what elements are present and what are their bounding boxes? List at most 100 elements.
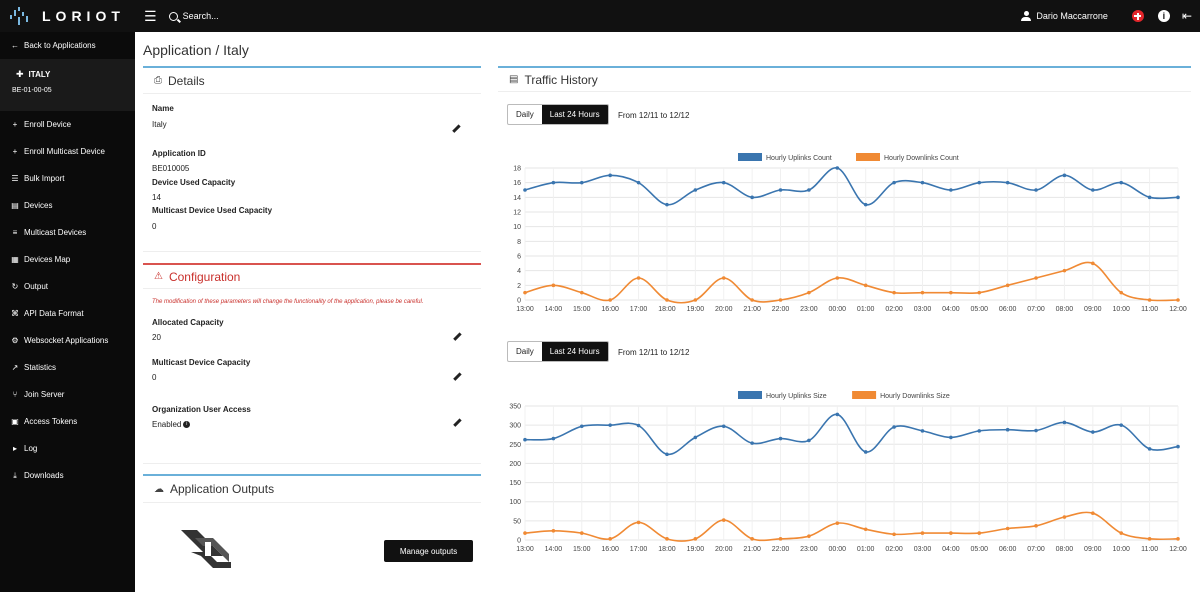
sidebar-item-log[interactable]: ▸ Log: [0, 435, 135, 462]
configuration-title: Configuration: [168, 269, 241, 284]
data-point: [1062, 173, 1067, 178]
logout-icon[interactable]: ⇤: [1181, 9, 1192, 23]
edit-org-access-pencil-icon[interactable]: [452, 418, 462, 428]
sidebar-item-label: Enroll Device: [24, 120, 72, 129]
data-point: [1176, 298, 1180, 302]
data-point: [1091, 430, 1095, 434]
data-point: [892, 532, 896, 537]
data-point: [579, 531, 584, 535]
sidebar-item-multicast-devices[interactable]: ≡ Multicast Devices: [0, 219, 135, 246]
data-point: [977, 429, 982, 433]
sidebar-item-api-data-format[interactable]: ⌘ API Data Format: [0, 300, 135, 327]
name-label: Name: [152, 104, 174, 113]
outputs-title: Application Outputs: [170, 482, 275, 496]
allocated-capacity-value: 20: [152, 333, 161, 342]
data-point: [1091, 261, 1095, 266]
data-point: [977, 180, 982, 185]
sidebar-item-enroll-device[interactable]: + Enroll Device: [0, 111, 135, 138]
device-used-capacity-value: 14: [152, 193, 161, 202]
data-point: [863, 202, 868, 207]
sidebar-item-downloads[interactable]: ⤓ Downloads: [0, 462, 135, 489]
x-tick-label: 13:00: [516, 546, 534, 553]
multicast-used-capacity-value: 0: [152, 222, 157, 231]
sidebar-item-statistics[interactable]: ↗ Statistics: [0, 354, 135, 381]
manage-outputs-button[interactable]: Manage outputs: [384, 540, 473, 562]
data-point: [1034, 276, 1038, 280]
legend-swatch: [856, 153, 880, 161]
traffic-history-header: ▤ Traffic History: [498, 66, 1191, 91]
data-point: [807, 188, 811, 192]
data-point: [608, 173, 612, 178]
sidebar-item-websocket-applications[interactable]: ⚙ Websocket Applications: [0, 327, 135, 354]
loriot-logo[interactable]: LORIOT: [0, 0, 135, 32]
data-point: [1005, 526, 1010, 531]
cloud-upload-icon: ☁: [154, 483, 164, 495]
app-name: ITALY: [28, 70, 51, 79]
info-icon[interactable]: i: [1157, 10, 1170, 22]
chart-icon: ↗: [11, 363, 19, 372]
back-to-applications-link[interactable]: ← Back to Applications: [0, 32, 135, 59]
x-tick-label: 08:00: [1056, 546, 1074, 553]
data-point: [750, 195, 754, 200]
chart1-last24-button[interactable]: Last 24 Hours: [541, 105, 608, 124]
chart2-last24-button[interactable]: Last 24 Hours: [541, 342, 608, 361]
layers-icon: ≡: [12, 228, 18, 237]
info-circle-icon[interactable]: i: [183, 421, 191, 428]
data-point: [835, 276, 840, 280]
data-point: [665, 537, 669, 541]
edit-multicast-capacity-pencil-icon[interactable]: [452, 372, 462, 382]
sidebar-item-bulk-import[interactable]: ☰ Bulk Import: [0, 165, 135, 192]
legend-swatch: [738, 391, 762, 399]
data-point: [665, 298, 669, 302]
data-point: [807, 290, 811, 295]
data-point: [1176, 444, 1180, 449]
x-tick-label: 22:00: [772, 306, 790, 313]
x-tick-label: 18:00: [658, 306, 676, 313]
hamburger-menu-icon[interactable]: ☰: [144, 7, 157, 24]
sidebar-item-enroll-multicast-device[interactable]: + Enroll Multicast Device: [0, 138, 135, 165]
sidebar-item-label: Join Server: [24, 390, 65, 399]
x-tick-label: 17:00: [630, 546, 648, 553]
x-tick-label: 06:00: [999, 546, 1017, 553]
x-tick-label: 15:00: [573, 306, 591, 313]
sidebar-item-label: Bulk Import: [24, 174, 65, 183]
x-tick-label: 21:00: [743, 306, 761, 313]
sidebar-item-label: Devices: [24, 201, 53, 210]
x-tick-label: 05:00: [970, 306, 988, 313]
data-point: [665, 452, 669, 457]
edit-name-pencil-icon[interactable]: [451, 124, 461, 134]
legend-label: Hourly Uplinks Size: [766, 393, 827, 400]
sidebar-item-label: Log: [24, 444, 38, 453]
sidebar-item-join-server[interactable]: ⑂ Join Server: [0, 381, 135, 408]
sidebar-item-devices-map[interactable]: ▦ Devices Map: [0, 246, 135, 273]
x-tick-label: 01:00: [857, 546, 875, 553]
divider: [143, 288, 481, 289]
sidebar-item-label: Multicast Devices: [24, 228, 87, 237]
arrow-left-icon: ←: [11, 41, 19, 50]
details-panel-header: ⎙ Details: [143, 66, 481, 93]
join-icon: ⑂: [12, 390, 18, 399]
sidebar-item-devices[interactable]: ▤ Devices: [0, 192, 135, 219]
traffic-history-title: Traffic History: [524, 72, 598, 87]
search-input[interactable]: Search...: [182, 11, 219, 21]
data-point: [1005, 283, 1010, 288]
bar-chart-icon: ▤: [509, 74, 519, 85]
data-point: [892, 425, 896, 429]
chart1-daily-button[interactable]: Daily: [516, 110, 534, 119]
sidebar-item-output[interactable]: ↻ Output: [0, 273, 135, 300]
user-name[interactable]: Dario Maccarrone: [1036, 11, 1108, 21]
search-bar[interactable]: Search...: [168, 11, 219, 21]
x-tick-label: 22:00: [772, 546, 790, 553]
data-point: [949, 531, 953, 535]
swiss-flag-icon[interactable]: [1131, 10, 1144, 22]
data-point: [1091, 511, 1095, 515]
data-point: [977, 531, 982, 535]
sidebar-item-access-tokens[interactable]: ▣ Access Tokens: [0, 408, 135, 435]
current-application: ✚ ITALY BE-01-00-05: [0, 59, 135, 111]
data-point: [920, 180, 925, 185]
edit-allocated-capacity-pencil-icon[interactable]: [452, 332, 462, 342]
data-point: [1034, 428, 1038, 433]
data-point: [721, 518, 726, 522]
chart2-daily-button[interactable]: Daily: [516, 347, 534, 356]
chart2-period-toggle: Daily Last 24 Hours: [507, 341, 609, 362]
